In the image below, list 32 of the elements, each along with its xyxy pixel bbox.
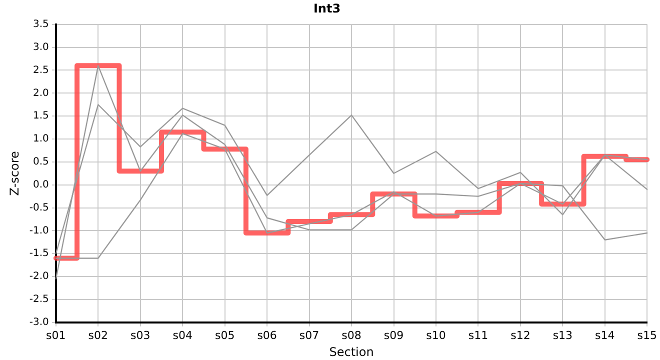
y-tick-label: 2.0 — [33, 88, 49, 99]
x-tick-label: s12 — [510, 328, 530, 342]
x-tick-label: s01 — [46, 328, 66, 342]
x-tick-label: s09 — [384, 328, 404, 342]
y-tick-label: -1.0 — [29, 225, 49, 236]
y-tick-label: 0.5 — [33, 156, 49, 168]
y-tick-label: 0.0 — [33, 179, 49, 190]
y-tick-label: -3.0 — [29, 316, 49, 328]
chart-title: Int3 — [313, 1, 341, 16]
y-tick-label: 1.5 — [33, 110, 49, 122]
x-tick-label: s14 — [595, 328, 615, 342]
x-tick-label: s02 — [88, 328, 108, 342]
x-tick-label: s03 — [130, 328, 150, 342]
y-tick-label: -1.5 — [29, 248, 49, 260]
x-tick-label: s13 — [552, 328, 573, 342]
y-tick-label: 3.5 — [33, 18, 49, 30]
y-tick-label: 3.0 — [33, 42, 49, 53]
x-tick-label: s11 — [468, 328, 488, 342]
y-tick-label: 1.0 — [33, 134, 49, 145]
y-tick-label: 2.5 — [33, 64, 49, 76]
x-tick-label: s06 — [257, 328, 277, 342]
y-tick-label: -2.5 — [29, 294, 49, 306]
x-tick-label: s05 — [214, 328, 235, 342]
x-tick-label: s15 — [637, 328, 658, 342]
y-tick-label: -2.0 — [29, 271, 49, 282]
x-axis-title: Section — [329, 344, 374, 359]
x-tick-label: s10 — [426, 328, 446, 342]
x-tick-label: s08 — [342, 328, 362, 342]
x-tick-label: s07 — [299, 328, 320, 342]
y-tick-label: -0.5 — [29, 202, 49, 214]
x-tick-label: s04 — [172, 328, 192, 342]
y-axis-title: Z-score — [7, 151, 22, 196]
